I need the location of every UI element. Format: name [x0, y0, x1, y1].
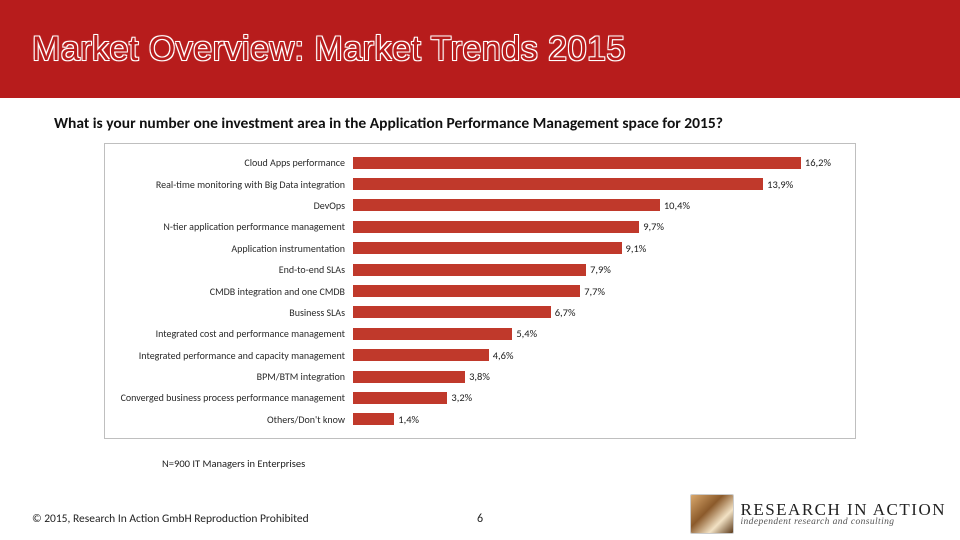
chart-row: Integrated cost and performance manageme… [113, 323, 831, 344]
chart-row: Converged business process performance m… [113, 387, 831, 408]
bar-value: 3,8% [465, 370, 490, 383]
bar-value: 5,4% [512, 327, 537, 340]
logo-block: RESEARCH IN ACTION independent research … [690, 494, 946, 534]
bar-label: Converged business process performance m… [113, 391, 353, 404]
bar [353, 199, 660, 211]
bar-label: BPM/BTM integration [113, 370, 353, 383]
bar-label: Real-time monitoring with Big Data integ… [113, 178, 353, 191]
slide: Market Overview: Market Trends 2015 What… [0, 0, 960, 540]
bar-cell: 7,7% [353, 280, 831, 301]
bar-cell: 13,9% [353, 173, 831, 194]
bar-cell: 10,4% [353, 195, 831, 216]
bar-value: 9,1% [622, 242, 647, 255]
bar-cell: 3,8% [353, 366, 831, 387]
bar [353, 178, 763, 190]
bar-value: 13,9% [763, 178, 793, 191]
bar-value: 9,7% [639, 220, 664, 233]
bar-label: N-tier application performance managemen… [113, 220, 353, 233]
bar-value: 1,4% [394, 413, 419, 426]
chart-row: DevOps 10,4% [113, 195, 831, 216]
slide-subtitle: What is your number one investment area … [0, 98, 960, 143]
bar [353, 242, 622, 254]
copyright-footer: © 2015, Research In Action GmbH Reproduc… [32, 512, 309, 526]
chart-row: BPM/BTM integration 3,8% [113, 366, 831, 387]
bar-label: Application instrumentation [113, 242, 353, 255]
chart-row: Cloud Apps performance 16,2% [113, 152, 831, 173]
chart-row: Integrated performance and capacity mana… [113, 345, 831, 366]
chart-row: CMDB integration and one CMDB 7,7% [113, 280, 831, 301]
bar-value: 7,9% [586, 263, 611, 276]
bar-cell: 3,2% [353, 387, 831, 408]
bar [353, 413, 394, 425]
sample-size-note: N=900 IT Managers in Enterprises [0, 439, 960, 470]
logo-text: RESEARCH IN ACTION independent research … [740, 501, 946, 528]
slide-title: Market Overview: Market Trends 2015 [32, 30, 626, 69]
bar [353, 328, 512, 340]
bar [353, 221, 639, 233]
bar-cell: 9,1% [353, 238, 831, 259]
bar-cell: 16,2% [353, 152, 831, 173]
chart-row: N-tier application performance managemen… [113, 216, 831, 237]
chart-row: Real-time monitoring with Big Data integ… [113, 173, 831, 194]
bar-label: CMDB integration and one CMDB [113, 285, 353, 298]
bar-cell: 1,4% [353, 409, 831, 430]
chart-row: Others/Don't know 1,4% [113, 409, 831, 430]
chart-row: End-to-end SLAs 7,9% [113, 259, 831, 280]
chart-row: Application instrumentation 9,1% [113, 238, 831, 259]
bar-value: 16,2% [801, 156, 831, 169]
logo-icon [690, 494, 734, 534]
bar [353, 392, 447, 404]
bar-value: 10,4% [660, 199, 690, 212]
bar-label: End-to-end SLAs [113, 263, 353, 276]
logo-main-text: RESEARCH IN ACTION [740, 501, 946, 518]
bar-label: Others/Don't know [113, 413, 353, 426]
bar-cell: 7,9% [353, 259, 831, 280]
bar-value: 4,6% [489, 349, 514, 362]
bar [353, 306, 551, 318]
bar [353, 349, 489, 361]
bar-label: Integrated cost and performance manageme… [113, 327, 353, 340]
bar-label: DevOps [113, 199, 353, 212]
title-band: Market Overview: Market Trends 2015 [0, 0, 960, 98]
bar-value: 6,7% [551, 306, 576, 319]
bar-label: Cloud Apps performance [113, 156, 353, 169]
bar-chart: Cloud Apps performance 16,2% Real-time mon… [113, 152, 831, 430]
bar-label: Business SLAs [113, 306, 353, 319]
bar [353, 264, 586, 276]
bar-label: Integrated performance and capacity mana… [113, 349, 353, 362]
bar-cell: 5,4% [353, 323, 831, 344]
logo-sub-text: independent research and consulting [740, 518, 946, 528]
bar [353, 371, 465, 383]
bar [353, 285, 580, 297]
chart-row: Business SLAs 6,7% [113, 302, 831, 323]
page-number: 6 [477, 512, 483, 526]
bar-value: 3,2% [447, 391, 472, 404]
bar-cell: 6,7% [353, 302, 831, 323]
chart-container: Cloud Apps performance 16,2% Real-time mon… [104, 143, 856, 439]
bar [353, 157, 801, 169]
bar-cell: 4,6% [353, 345, 831, 366]
bar-cell: 9,7% [353, 216, 831, 237]
bar-value: 7,7% [580, 285, 605, 298]
